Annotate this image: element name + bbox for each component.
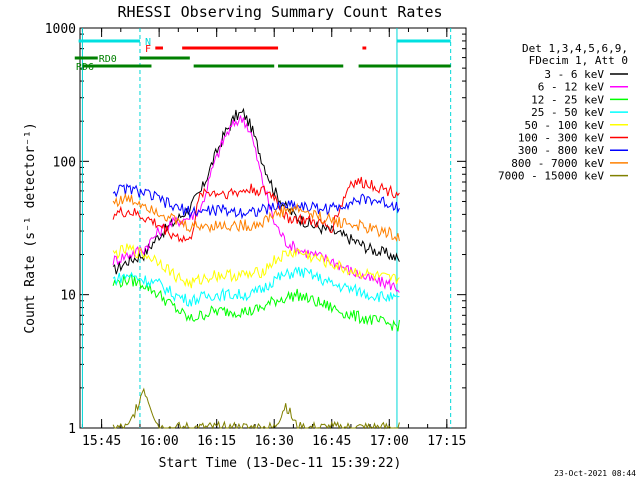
series-line (112, 266, 400, 307)
series-line (112, 243, 400, 289)
x-tick-label: 16:15 (197, 434, 236, 449)
x-tick-label: 16:00 (140, 434, 179, 449)
legend-label: 7000 - 15000 keV (498, 170, 604, 183)
x-tick-label: 16:30 (255, 434, 294, 449)
x-tick-label: 16:45 (312, 434, 351, 449)
x-tick-label: 17:15 (427, 434, 466, 449)
flag-bar-n-label: N (145, 37, 151, 48)
x-axis-label: Start Time (13-Dec-11 15:39:22) (159, 456, 402, 471)
legend-header-line-2: FDecim 1, Att 0 (529, 54, 628, 67)
series-line (112, 387, 400, 430)
flag-bar-rd6-label: RD6 (76, 62, 94, 73)
plot-frame (79, 27, 467, 429)
plot-area: 1 10 100 1000 15:45 16:00 16:15 16:30 16:45 17:00… (45, 22, 628, 449)
y-tick-label: 100 (53, 155, 76, 170)
legend-label: 6 - 12 keV (538, 81, 605, 94)
series-line (112, 192, 400, 242)
y-tick-label: 1 (68, 422, 76, 437)
legend-label: 100 - 300 keV (518, 132, 604, 145)
legend-header: Det 1,3,4,5,6,9, FDecim 1, Att 0 (522, 42, 628, 67)
series-line (112, 176, 400, 244)
legend-label: 300 - 800 keV (518, 144, 604, 157)
flag-bar-f-label: F (145, 44, 151, 55)
y-tick-label: 1000 (45, 22, 76, 37)
timestamp-label: 23-Oct-2021 08:44 (554, 469, 636, 478)
series-line (112, 107, 400, 275)
legend-label: 800 - 7000 keV (511, 157, 604, 170)
legend-label: 3 - 6 keV (544, 68, 604, 81)
y-axis-label: Count Rate (s⁻¹ detector⁻¹) (23, 122, 38, 333)
legend-label: 25 - 50 keV (531, 106, 604, 119)
legend-header-line-1: Det 1,3,4,5,6,9, (522, 42, 628, 55)
series-line (112, 183, 400, 220)
y-tick-label: 10 (60, 289, 76, 304)
flag-bar-rd0-label: RD0 (99, 54, 117, 65)
x-tick-label: 15:45 (82, 434, 121, 449)
legend-label: 50 - 100 keV (525, 119, 605, 132)
chart-title: RHESSI Observing Summary Count Rates (117, 3, 442, 21)
series-line (112, 274, 400, 332)
legend-label: 12 - 25 keV (531, 93, 604, 106)
x-tick-label: 17:00 (370, 434, 409, 449)
series-line (112, 115, 400, 293)
